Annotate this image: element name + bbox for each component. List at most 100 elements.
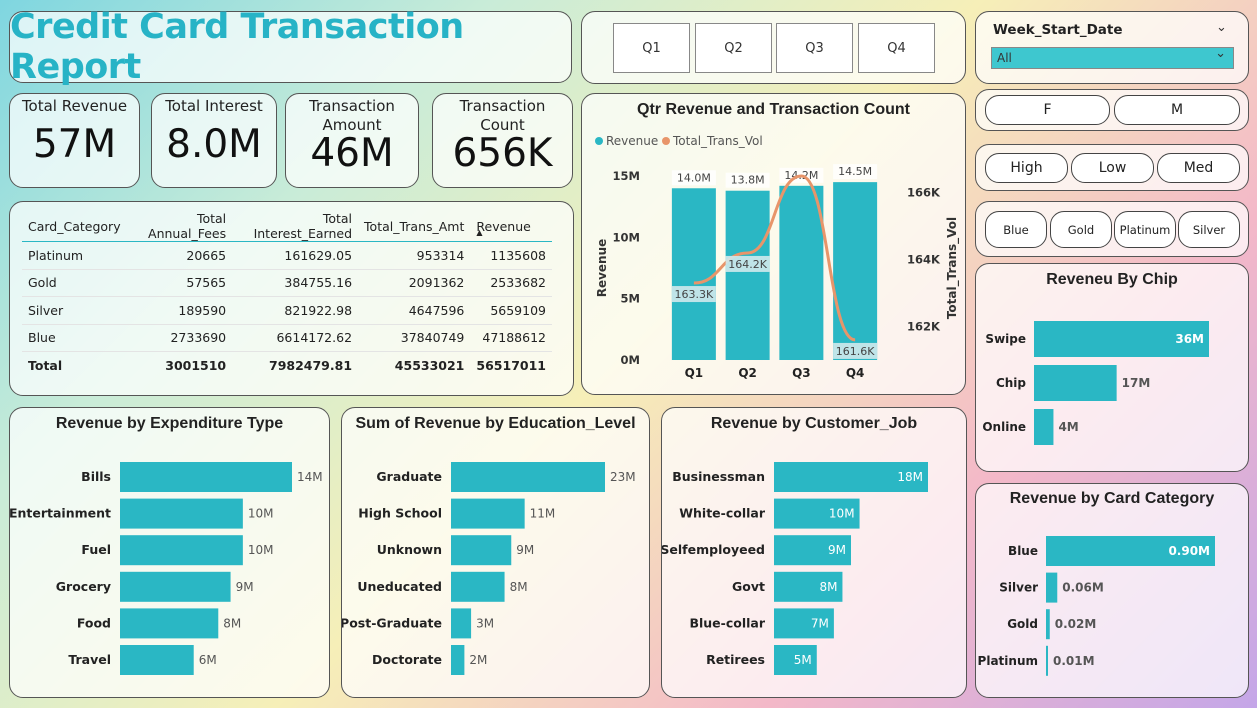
- data-label: 10M: [829, 507, 855, 521]
- quarter-button-q2[interactable]: Q2: [695, 23, 772, 73]
- column-header-label: Revenue: [476, 218, 531, 234]
- bar: [120, 608, 219, 639]
- table-cell: Blue: [22, 324, 127, 352]
- trans-vol-data-label: 163.3K: [675, 288, 714, 301]
- bar: [1034, 321, 1209, 357]
- table-row: Gold 57565 384755.16 2091362 2533682: [22, 269, 552, 297]
- revenue-data-label: 14.5M: [838, 165, 872, 178]
- bar: [1046, 536, 1215, 566]
- bar: [451, 462, 605, 492]
- data-label: 14M: [297, 470, 323, 484]
- revenue-by-education-chart: Graduate 23M High School 11M Unknown 9M Uneduc…: [342, 462, 636, 675]
- category-label: Unknown: [377, 542, 442, 557]
- week-start-date-dropdown[interactable]: All ⌄: [991, 46, 1234, 69]
- sort-ascending-icon: ▲: [476, 228, 483, 237]
- column-header[interactable]: Card_Category: [28, 218, 121, 234]
- data-label: 10M: [248, 543, 274, 557]
- column-header[interactable]: Total Interest_Earned: [253, 211, 353, 241]
- revenue-bar: [833, 182, 878, 360]
- column-header[interactable]: Total Annual_Fees: [148, 211, 227, 241]
- card-button-platinum[interactable]: Platinum: [1114, 211, 1176, 248]
- bar: [774, 498, 860, 529]
- category-label: High School: [358, 506, 442, 521]
- table-header-row: Card_Category Total Annual_Fees Total In…: [22, 211, 552, 242]
- column-header[interactable]: Revenue ▲: [470, 211, 552, 242]
- card-button-gold[interactable]: Gold: [1050, 211, 1112, 248]
- y2-tick-label: 166K: [907, 186, 941, 200]
- slicer-title: Week_Start_Date: [993, 22, 1123, 38]
- column-header[interactable]: Total_Trans_Amt: [364, 218, 465, 234]
- y-tick-label: 5M: [621, 292, 640, 306]
- y-tick-label: 10M: [613, 230, 640, 244]
- table-cell: 953314: [358, 241, 471, 270]
- bar: [1034, 409, 1054, 445]
- quarter-slicer: Q1 Q2 Q3 Q4: [581, 11, 966, 84]
- table-cell: 1135608: [470, 241, 552, 270]
- data-label: 11M: [530, 507, 556, 521]
- data-label: 0.90M: [1168, 544, 1210, 558]
- revenue-by-expenditure-chart: Bills 14M Entertainment 10M Fuel 10M Grocery 9M…: [10, 462, 323, 675]
- category-label: Uneducated: [357, 579, 442, 594]
- bar: [1046, 645, 1048, 676]
- table-cell: 37840749: [358, 324, 471, 352]
- kpi-label: Total Interest: [165, 97, 263, 115]
- kpi-value: 57M: [32, 122, 117, 167]
- data-label: 9M: [236, 580, 254, 594]
- kpi-label: Count: [480, 116, 525, 134]
- card-button-blue[interactable]: Blue: [985, 211, 1047, 248]
- y2-tick-label: 164K: [907, 253, 941, 267]
- table-cell: 821922.98: [232, 296, 359, 325]
- bar: [120, 571, 231, 602]
- table-cell: 5659109: [470, 296, 552, 325]
- level-button-high[interactable]: High: [985, 153, 1068, 183]
- data-label-bg: [725, 255, 770, 272]
- data-label: 36M: [1175, 332, 1204, 346]
- chart-title: Revenue by Expenditure Type: [55, 415, 284, 432]
- chart-title: Revenue by Card Category: [1009, 490, 1215, 507]
- revenue-bar: [725, 190, 770, 360]
- table-cell: Total: [28, 357, 63, 373]
- category-label: Businessman: [672, 469, 765, 484]
- dropdown-value: All: [997, 51, 1012, 65]
- table-cell: 7982479.81: [269, 357, 353, 373]
- y-tick-label: 0M: [621, 353, 640, 367]
- chart-title: Sum of Revenue by Education_Level: [355, 415, 636, 432]
- gender-button-f[interactable]: F: [985, 95, 1110, 125]
- data-label: 17M: [1122, 376, 1151, 390]
- table-cell: 47188612: [470, 324, 552, 352]
- kpi-label: Total Revenue: [21, 97, 128, 115]
- gender-button-m[interactable]: M: [1114, 95, 1240, 125]
- level-button-med[interactable]: Med: [1157, 153, 1240, 183]
- bar: [774, 535, 851, 566]
- category-label: Platinum: [978, 654, 1038, 668]
- x-tick-label: Q4: [846, 366, 865, 380]
- card-category-slicer: Blue Gold Platinum Silver: [975, 201, 1249, 257]
- bar: [120, 535, 243, 566]
- bar: [451, 535, 512, 566]
- data-label: 4M: [1058, 420, 1078, 434]
- chevron-down-icon[interactable]: ⌄: [1216, 20, 1227, 35]
- quarter-button-q1[interactable]: Q1: [613, 23, 690, 73]
- category-label: Bills: [81, 469, 111, 484]
- revenue-bar: [779, 185, 824, 360]
- revenue-data-label: 13.8M: [731, 174, 765, 187]
- revenue-by-education-card: Sum of Revenue by Education_Level Gradua…: [341, 407, 650, 698]
- bar: [120, 462, 292, 492]
- quarter-button-q4[interactable]: Q4: [858, 23, 935, 73]
- data-label: 0.01M: [1053, 654, 1095, 668]
- revenue-by-customer-job-chart: Businessman 18M White-collar 10M Selfemploye…: [662, 462, 928, 675]
- data-label: 0.06M: [1062, 581, 1104, 595]
- level-button-low[interactable]: Low: [1071, 153, 1154, 183]
- y-axis-label: Revenue: [595, 239, 609, 298]
- card-button-silver[interactable]: Silver: [1178, 211, 1240, 248]
- category-label: Chip: [996, 376, 1026, 390]
- data-label: 6M: [199, 653, 217, 667]
- category-label: Travel: [68, 652, 111, 667]
- kpi-transaction-amount: Transaction Amount 46M: [285, 93, 419, 188]
- quarter-button-q3[interactable]: Q3: [776, 23, 853, 73]
- table-cell: 2733690: [126, 324, 233, 352]
- y-tick-label: 15M: [613, 169, 640, 183]
- table-cell: 6614172.62: [232, 324, 359, 352]
- revenue-data-label: 14.0M: [677, 171, 711, 184]
- revenue-by-card-category-card: Revenue by Card Category Blue 0.90M Silver…: [975, 483, 1249, 698]
